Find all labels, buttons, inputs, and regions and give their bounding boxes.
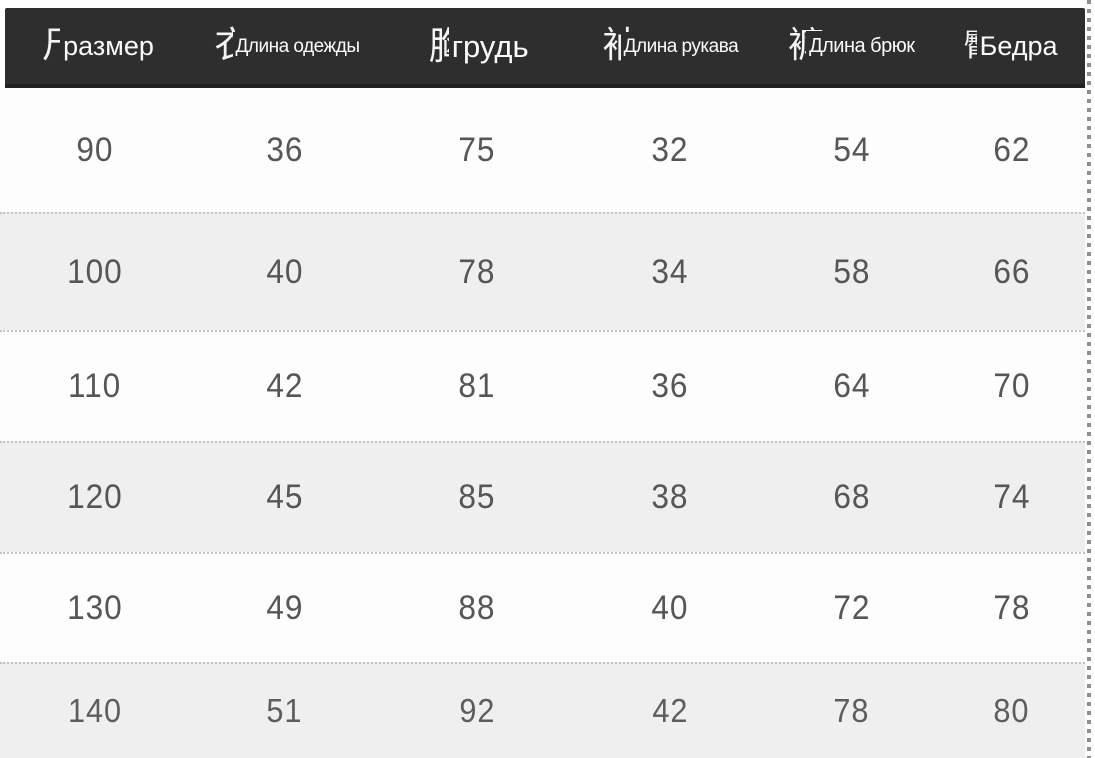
table-cell: 85 <box>380 478 575 517</box>
cell-value: 51 <box>266 692 303 729</box>
cell-value: 88 <box>458 588 496 627</box>
table-cell: 66 <box>939 253 1085 292</box>
cell-value: 68 <box>833 478 871 516</box>
perforation-dashes-icon <box>1087 0 1091 758</box>
column-header-3: 袖Длина рукава <box>577 28 766 64</box>
table-cell: 34 <box>575 253 765 292</box>
table-cell: 32 <box>575 131 765 170</box>
cell-value: 78 <box>833 692 870 729</box>
table-cell: 36 <box>575 367 765 406</box>
table-cell: 92 <box>380 692 575 730</box>
cell-value: 40 <box>266 252 304 291</box>
perforated-edge <box>1085 0 1095 758</box>
column-label: Бедра <box>976 27 1061 65</box>
column-label: Длина рукава <box>620 31 742 61</box>
cell-value: 85 <box>458 478 496 516</box>
cell-value: 40 <box>651 588 689 627</box>
table-cell: 110 <box>0 367 190 406</box>
cell-value: 80 <box>993 692 1030 729</box>
table-cell: 40 <box>190 253 380 292</box>
cell-value: 38 <box>651 478 689 516</box>
table-cell: 140 <box>0 692 190 730</box>
table-cell: 120 <box>0 478 190 517</box>
column-header-5: 臀Бедра <box>939 27 1085 65</box>
column-label: грудь <box>448 25 532 67</box>
cell-value: 74 <box>993 478 1031 516</box>
table-header-row: 尺размер衣Длина одежды胸грудь袖Длина рукава裤… <box>5 8 1085 88</box>
cell-value: 58 <box>833 252 871 291</box>
column-header-0: 尺размер <box>5 27 194 65</box>
column-label: Длина одежды <box>232 31 363 61</box>
table-cell: 90 <box>0 131 190 170</box>
table-cell: 42 <box>190 367 380 406</box>
table-cell: 78 <box>939 589 1085 628</box>
table-cell: 38 <box>575 478 765 517</box>
table-cell: 51 <box>190 692 380 730</box>
cell-value: 110 <box>68 367 122 405</box>
table-cell: 75 <box>380 131 575 170</box>
table-cell: 72 <box>765 589 939 628</box>
table-row: 140 51 92 42 78 80 <box>0 662 1085 758</box>
table-cell: 49 <box>190 589 380 628</box>
cell-value: 34 <box>651 252 689 291</box>
table-cell: 68 <box>765 478 939 517</box>
cell-value: 90 <box>76 130 114 169</box>
cell-value: 45 <box>266 478 304 516</box>
cell-value: 66 <box>993 252 1031 291</box>
table-row: 110 42 81 36 64 70 <box>0 330 1085 441</box>
table-cell: 88 <box>380 589 575 628</box>
cell-value: 130 <box>67 588 123 627</box>
table-cell: 100 <box>0 253 190 292</box>
table-row: 100 40 78 34 58 66 <box>0 212 1085 330</box>
table-row: 120 45 85 38 68 74 <box>0 441 1085 552</box>
table-cell: 81 <box>380 367 575 406</box>
table-cell: 40 <box>575 589 765 628</box>
cell-value: 81 <box>458 367 496 405</box>
column-header-2: 胸 грудь <box>383 25 577 67</box>
cell-value: 100 <box>67 252 123 291</box>
cell-value: 36 <box>266 130 304 169</box>
cell-value: 64 <box>833 367 871 405</box>
table-body: 90 36 75 32 54 62 100 40 78 34 58 66 110 42 81 36 64 70 12… <box>0 88 1085 758</box>
cell-value: 75 <box>458 130 496 169</box>
cell-value: 120 <box>67 478 123 516</box>
cell-value: 78 <box>458 252 496 291</box>
table-cell: 54 <box>765 131 939 170</box>
cell-value: 42 <box>651 692 688 729</box>
cell-value: 92 <box>459 692 496 729</box>
column-header-1: 衣Длина одежды <box>194 28 383 64</box>
cell-value: 140 <box>67 692 122 729</box>
table-cell: 45 <box>190 478 380 517</box>
cell-value: 72 <box>833 588 871 627</box>
cell-value: 42 <box>266 367 304 405</box>
cell-value: 62 <box>993 130 1031 169</box>
table-row: 90 36 75 32 54 62 <box>0 88 1085 212</box>
cell-value: 54 <box>833 130 871 169</box>
table-cell: 78 <box>765 692 939 730</box>
column-header-4: 裤Длина брюк <box>766 28 939 64</box>
column-label: размер <box>60 27 157 65</box>
table-cell: 36 <box>190 131 380 170</box>
table-cell: 78 <box>380 253 575 292</box>
table-cell: 58 <box>765 253 939 292</box>
table-cell: 62 <box>939 131 1085 170</box>
table-cell: 130 <box>0 589 190 628</box>
cell-value: 70 <box>993 367 1031 405</box>
table-cell: 42 <box>575 692 765 730</box>
column-label: Длина брюк <box>806 31 918 61</box>
table-row: 130 49 88 40 72 78 <box>0 552 1085 662</box>
cell-value: 78 <box>993 588 1031 627</box>
table-cell: 64 <box>765 367 939 406</box>
table-cell: 80 <box>939 692 1085 730</box>
table-cell: 74 <box>939 478 1085 517</box>
cell-value: 36 <box>651 367 689 405</box>
cell-value: 49 <box>266 588 304 627</box>
cell-value: 32 <box>651 130 689 169</box>
table-cell: 70 <box>939 367 1085 406</box>
